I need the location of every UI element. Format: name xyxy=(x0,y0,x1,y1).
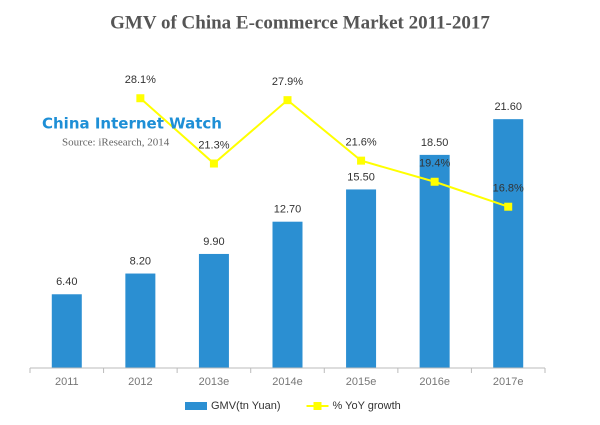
watermark: China Internet Watch xyxy=(42,115,222,133)
line-marker xyxy=(430,177,439,186)
data-label: 27.9% xyxy=(272,76,303,88)
data-label: 8.20 xyxy=(130,255,151,267)
legend-label: % YoY growth xyxy=(333,400,401,412)
bar xyxy=(419,154,450,368)
legend-swatch xyxy=(313,402,322,410)
chart-title: GMV of China E-commerce Market 2011-2017 xyxy=(110,12,490,33)
line-marker xyxy=(209,159,218,168)
data-label: 21.60 xyxy=(494,101,522,113)
line-marker xyxy=(283,96,292,105)
data-label: 28.1% xyxy=(125,74,156,86)
data-label: 21.6% xyxy=(345,137,376,149)
x-tick-label: 2013e xyxy=(199,376,230,388)
data-label: 9.90 xyxy=(203,236,224,248)
bar xyxy=(272,221,303,368)
x-tick-label: 2017e xyxy=(493,376,524,388)
data-label: 19.4% xyxy=(419,158,450,170)
data-label: 16.8% xyxy=(493,183,524,195)
x-tick-label: 2014e xyxy=(272,376,303,388)
x-tick-label: 2016e xyxy=(419,376,450,388)
line-marker xyxy=(357,156,366,165)
x-tick-label: 2012 xyxy=(128,376,152,388)
data-label: 15.50 xyxy=(347,171,375,183)
line-marker xyxy=(136,94,145,103)
bar xyxy=(493,119,524,368)
data-label: 21.3% xyxy=(198,139,229,151)
bar xyxy=(51,294,82,368)
line xyxy=(139,97,509,208)
legend-label: GMV(tn Yuan) xyxy=(211,400,281,412)
data-label: 18.50 xyxy=(421,137,449,149)
x-tick-label: 2015e xyxy=(346,376,377,388)
bar xyxy=(125,273,156,368)
bar xyxy=(346,189,377,368)
data-label: 12.70 xyxy=(274,204,302,216)
line-marker xyxy=(504,202,513,211)
bar xyxy=(198,253,229,368)
data-label: 6.40 xyxy=(56,276,77,288)
legend-swatch xyxy=(185,402,207,410)
x-tick-label: 2011 xyxy=(55,376,79,388)
source: Source: iResearch, 2014 xyxy=(62,137,170,149)
